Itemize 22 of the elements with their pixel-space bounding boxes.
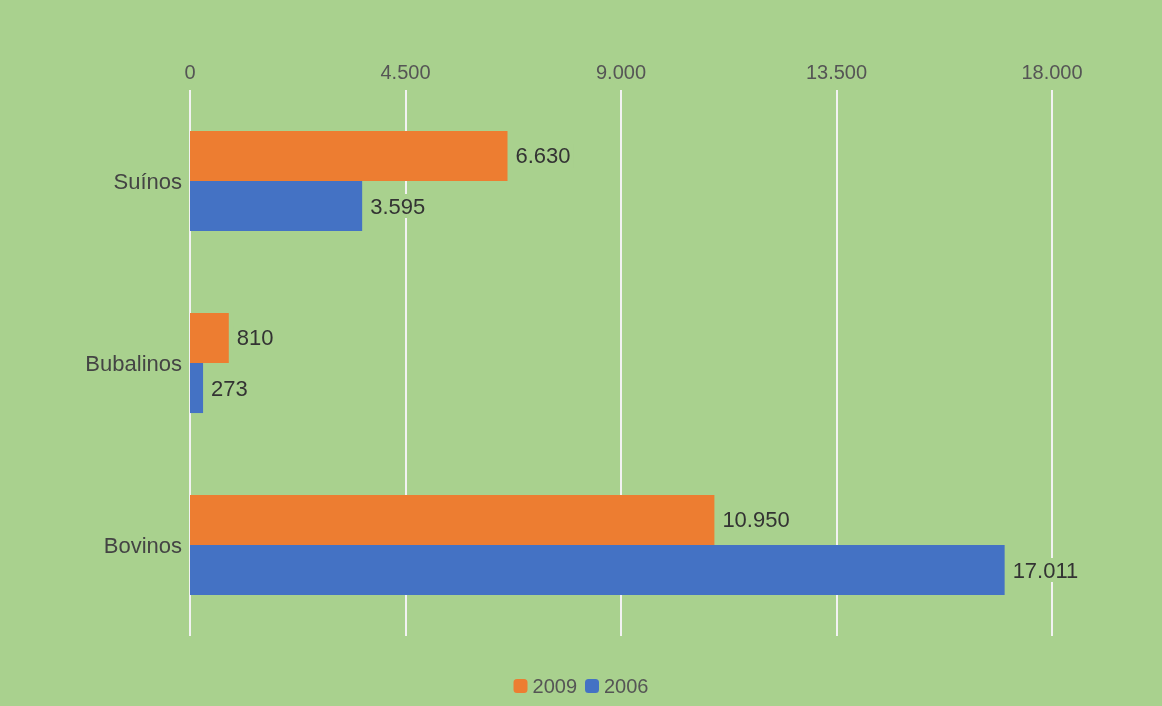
- x-tick-label: 9.000: [595, 61, 647, 83]
- bar: [190, 363, 204, 414]
- legend-label: 2006: [604, 675, 649, 697]
- data-label: 810: [236, 325, 274, 351]
- x-tick-label: 13.500: [805, 61, 868, 83]
- legend-label: 2009: [532, 675, 578, 697]
- bar: [190, 494, 715, 545]
- bar: [190, 181, 363, 232]
- data-label: 273: [211, 375, 248, 401]
- y-tick-label: Bubalinos: [85, 350, 182, 376]
- y-tick-label: Suínos: [113, 168, 182, 194]
- data-label: 10.950: [722, 507, 790, 533]
- x-tick-label: 4.500: [380, 61, 431, 83]
- bar: [190, 130, 508, 181]
- data-label: 6.630: [515, 143, 571, 169]
- bar: [190, 545, 1005, 596]
- data-label: 17.011: [1012, 557, 1079, 583]
- x-tick-label: 18.000: [1021, 61, 1083, 83]
- y-tick-label: Bovinos: [103, 532, 182, 558]
- bar: [190, 312, 229, 363]
- data-label: 3.595: [370, 193, 426, 219]
- x-tick-label: 0: [184, 61, 196, 83]
